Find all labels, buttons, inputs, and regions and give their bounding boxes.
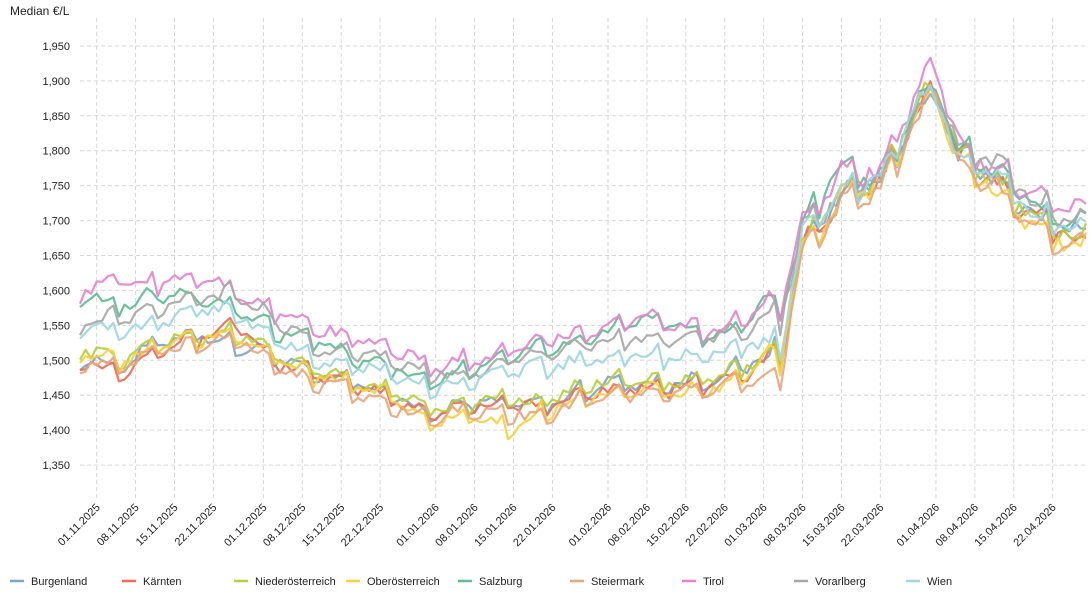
legend-label: Tirol — [703, 576, 724, 588]
series-lines — [78, 56, 1088, 441]
y-tick-label: 1,650 — [42, 251, 70, 263]
x-tick-label: 22.11.2025 — [173, 502, 220, 549]
y-tick-label: 1,350 — [42, 460, 70, 472]
x-gridlines — [96, 18, 1054, 500]
y-gridlines — [80, 45, 1086, 466]
legend-label: Wien — [927, 576, 952, 588]
y-tick-label: 1,600 — [42, 285, 70, 297]
y-tick-label: 1,500 — [42, 355, 70, 367]
y-tick-label: 1,850 — [42, 111, 70, 123]
series-line — [79, 84, 1087, 400]
legend-label: Kärnten — [143, 576, 182, 588]
legend: Burgenland Kärnten Niederösterreich Oberöst… — [10, 576, 952, 588]
legend-label: Niederösterreich — [255, 576, 336, 588]
legend-label: Oberösterreich — [367, 576, 440, 588]
series-line — [79, 92, 1087, 386]
legend-label: Salzburg — [479, 576, 522, 588]
y-tick-label: 1,400 — [42, 425, 70, 437]
y-axis-label: Median €/L — [10, 4, 70, 18]
y-tick-label: 1,800 — [42, 146, 70, 158]
series-line — [79, 86, 1087, 423]
y-tick-label: 1,450 — [42, 390, 70, 402]
y-tick-label: 1,750 — [42, 181, 70, 193]
y-tick-label: 1,700 — [42, 216, 70, 228]
series-line — [78, 56, 1087, 378]
y-tick-label: 1,900 — [42, 76, 70, 88]
legend-label: Vorarlberg — [815, 576, 866, 588]
y-tick-labels: 1,350 1,400 1,450 1,500 1,550 1,600 1,650 1,700… — [42, 41, 70, 472]
legend-label: Burgenland — [31, 576, 87, 588]
y-tick-label: 1,950 — [42, 41, 70, 53]
series-line — [79, 86, 1087, 428]
series-line — [79, 85, 1087, 391]
series-line — [79, 80, 1087, 422]
y-tick-label: 1,550 — [42, 320, 70, 332]
series-line — [79, 81, 1088, 418]
x-tick-labels: 01.11.202508.11.202515.11.202522.11.2025… — [56, 502, 1059, 549]
legend-label: Steiermark — [591, 576, 645, 588]
